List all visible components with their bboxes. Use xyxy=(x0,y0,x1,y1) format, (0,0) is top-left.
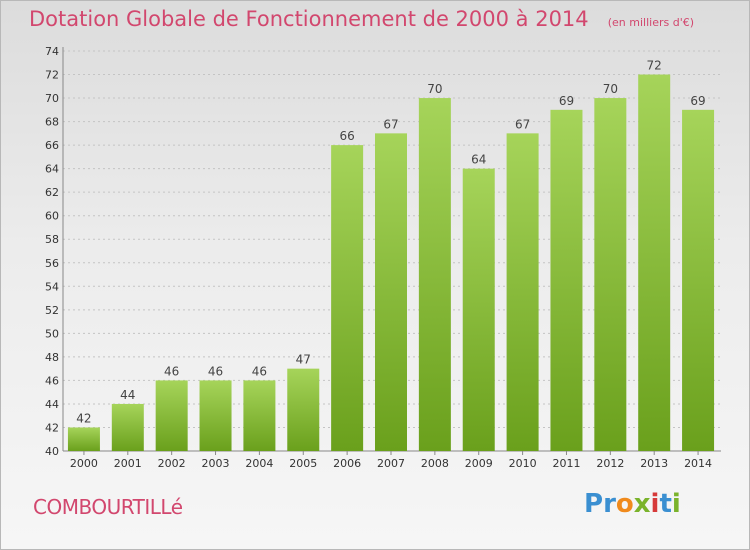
x-tick-label: 2010 xyxy=(509,457,537,470)
y-tick-label: 50 xyxy=(45,327,59,340)
x-tick-label: 2009 xyxy=(465,457,493,470)
y-tick-label: 46 xyxy=(45,374,59,387)
bar xyxy=(199,380,232,451)
x-tick-label: 2014 xyxy=(684,457,712,470)
y-tick-label: 48 xyxy=(45,351,59,364)
data-label: 69 xyxy=(559,94,574,108)
y-tick-label: 56 xyxy=(45,257,59,270)
y-tick-label: 58 xyxy=(45,233,59,246)
bars xyxy=(67,74,715,451)
bar xyxy=(550,109,583,451)
x-tick-label: 2011 xyxy=(552,457,580,470)
y-tick-label: 60 xyxy=(45,210,59,223)
proxiti-logo[interactable]: Proxiti xyxy=(584,489,681,519)
y-tick-label: 66 xyxy=(45,139,59,152)
title-block: Dotation Globale de Fonctionnement de 20… xyxy=(29,7,694,31)
bar xyxy=(111,403,144,451)
y-tick-label: 62 xyxy=(45,186,59,199)
x-tick-label: 2004 xyxy=(245,457,273,470)
data-label: 69 xyxy=(690,94,705,108)
data-label: 70 xyxy=(427,82,442,96)
data-label: 47 xyxy=(296,353,311,367)
data-label: 67 xyxy=(383,117,398,131)
x-tick-label: 2008 xyxy=(421,457,449,470)
bar xyxy=(594,98,627,451)
y-tick-label: 42 xyxy=(45,421,59,434)
data-label: 72 xyxy=(647,59,662,73)
bar xyxy=(243,380,276,451)
y-tick-label: 64 xyxy=(45,163,59,176)
logo-letter: o xyxy=(615,489,634,519)
x-tick-label: 2006 xyxy=(333,457,361,470)
x-tick-label: 2001 xyxy=(114,457,142,470)
bar xyxy=(462,168,495,451)
chart-title: Dotation Globale de Fonctionnement de 20… xyxy=(29,7,589,31)
chart-subtitle: (en milliers d'€) xyxy=(607,16,695,29)
y-tick-label: 74 xyxy=(45,45,59,58)
bar xyxy=(375,133,407,451)
y-tick-label: 72 xyxy=(45,69,59,82)
y-tick-label: 44 xyxy=(45,398,59,411)
data-label: 64 xyxy=(471,153,486,167)
data-label: 44 xyxy=(120,388,135,402)
x-tick-label: 2012 xyxy=(596,457,624,470)
bar xyxy=(418,98,451,451)
data-label: 42 xyxy=(76,411,91,425)
data-label: 67 xyxy=(515,117,530,131)
x-tick-label: 2003 xyxy=(202,457,230,470)
bar xyxy=(155,380,188,451)
bar xyxy=(506,133,539,451)
bar xyxy=(638,74,671,451)
y-tick-label: 70 xyxy=(45,92,59,105)
data-labels: 42 44 46 46 46 47 66 67 70 64 67 69 70 72 69 xyxy=(76,59,705,426)
logo-letter: x xyxy=(633,489,651,519)
data-label: 46 xyxy=(164,364,179,378)
x-tick-label: 2002 xyxy=(158,457,186,470)
bar xyxy=(287,368,320,451)
x-tick-label: 2005 xyxy=(289,457,317,470)
x-tick-label: 2007 xyxy=(377,457,405,470)
y-tick-label: 54 xyxy=(45,280,59,293)
data-label: 46 xyxy=(208,364,223,378)
y-tick-label: 68 xyxy=(45,116,59,129)
bar xyxy=(67,427,100,451)
logo-letter: i xyxy=(650,489,660,519)
data-label: 70 xyxy=(603,82,618,96)
logo-letter: i xyxy=(671,489,681,519)
bar xyxy=(331,145,364,451)
x-tick-labels: 2000 2001 2002 2003 2004 2005 2006 2007 2008 2009… xyxy=(70,457,712,470)
data-label: 66 xyxy=(339,129,354,143)
x-tick-label: 2013 xyxy=(640,457,668,470)
commune-name: COMBOURTILLé xyxy=(33,495,183,519)
y-tick-labels: 40 42 44 46 48 50 52 54 56 58 60 62 64 66 68 70 72 74 xyxy=(45,45,59,458)
y-tick-label: 52 xyxy=(45,304,59,317)
y-tick-label: 40 xyxy=(45,445,59,458)
logo-letter: P xyxy=(584,489,604,519)
bar xyxy=(682,109,715,451)
logo-letter: t xyxy=(659,489,672,519)
data-label: 46 xyxy=(252,364,267,378)
x-tick-label: 2000 xyxy=(70,457,98,470)
logo-letter: r xyxy=(603,489,616,519)
